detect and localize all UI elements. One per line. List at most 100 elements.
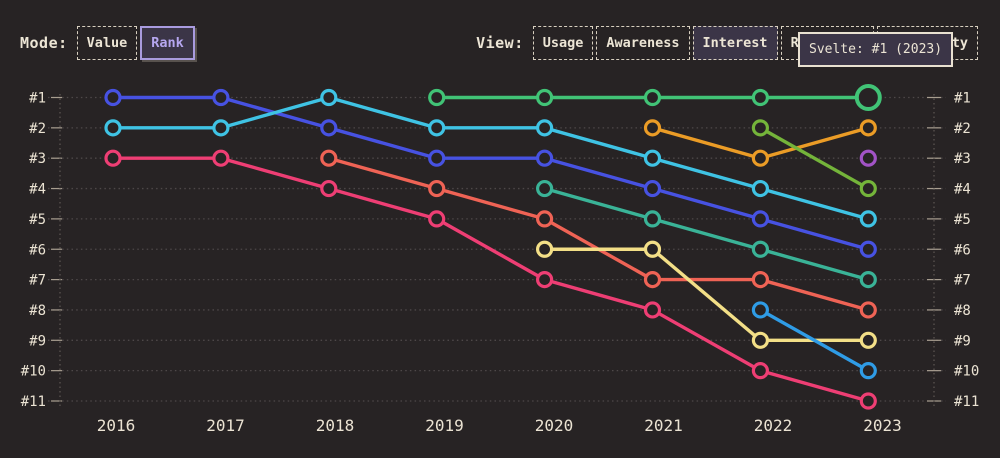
rank-label-right: #6 [954,242,971,258]
point-amber-2022[interactable] [751,149,770,167]
point-salmon-2020[interactable] [535,210,554,228]
rank-label-left: #6 [29,242,46,258]
point-azure-2023[interactable] [859,362,877,380]
year-label: 2022 [754,416,793,435]
point-teal-2020[interactable] [535,179,554,198]
point-pink-2017[interactable] [212,149,230,167]
rank-label-left: #7 [29,273,46,289]
mode-control-group: Mode: Value Rank [20,26,195,60]
year-label: 2021 [644,416,683,435]
point-pink-2016[interactable] [104,149,122,167]
point-amber-2023[interactable] [859,119,877,137]
rank-label-right: #5 [954,212,971,228]
rank-label-left: #2 [29,121,46,137]
point-royal-blue-2020[interactable] [535,149,554,167]
year-label: 2018 [316,416,355,435]
point-cyan-2020[interactable] [535,119,554,137]
view-button-awareness[interactable]: Awareness [596,26,690,60]
rank-label-right: #4 [954,182,971,198]
point-pale-yellow-2021[interactable] [643,240,662,258]
rank-label-right: #8 [954,303,971,319]
point-royal-blue-2019[interactable] [428,149,446,167]
point-pale-yellow-2020[interactable] [535,240,554,258]
mode-button-value[interactable]: Value [76,26,138,60]
rank-label-right: #11 [954,394,979,410]
point-cyan-2019[interactable] [428,119,446,137]
point-salmon-2018[interactable] [320,149,338,167]
point-pink-2021[interactable] [643,301,662,319]
tooltip: Svelte: #1 (2023) [798,32,954,67]
rank-label-right: #10 [954,364,979,380]
point-royal-blue-2021[interactable] [643,179,662,198]
point-pink-2019[interactable] [428,210,446,228]
point-Svelte-2020[interactable] [535,88,554,107]
point-cyan-2016[interactable] [104,119,122,137]
point-pale-yellow-2022[interactable] [751,331,770,349]
point-apple-green-2022[interactable] [751,119,770,137]
series-line-salmon[interactable] [328,156,869,312]
series-line-azure[interactable] [759,308,870,373]
rank-label-left: #10 [21,364,46,380]
year-label: 2020 [535,416,574,435]
rank-label-left: #11 [21,394,46,410]
tooltip-text: Svelte: #1 (2023) [809,42,943,57]
rank-label-left: #9 [29,333,46,349]
point-teal-2021[interactable] [643,210,662,228]
view-button-usage[interactable]: Usage [532,26,594,60]
mode-label: Mode: [20,34,68,52]
point-Svelte-2023-highlighted[interactable] [854,84,882,111]
rank-label-left: #1 [29,91,46,107]
point-Svelte-2021[interactable] [643,88,662,107]
rank-label-left: #3 [29,151,46,167]
point-teal-2023[interactable] [859,271,877,289]
year-label: 2019 [425,416,464,435]
point-violet-2023[interactable] [859,149,877,167]
point-pale-yellow-2023[interactable] [859,331,877,349]
point-salmon-2019[interactable] [428,179,446,198]
point-Svelte-2019[interactable] [428,88,446,107]
point-cyan-2017[interactable] [212,119,230,137]
series-line-apple-green[interactable] [759,126,870,191]
point-salmon-2022[interactable] [751,271,770,289]
series-line-royal-blue[interactable] [113,95,869,251]
point-apple-green-2023[interactable] [859,179,877,198]
rank-label-right: #1 [954,91,971,107]
year-label: 2023 [863,416,902,435]
point-azure-2022[interactable] [751,301,770,319]
rank-label-left: #5 [29,212,46,228]
rank-label-left: #8 [29,303,46,319]
rank-label-right: #2 [954,121,971,137]
point-cyan-2021[interactable] [643,149,662,167]
series-line-teal[interactable] [544,186,869,282]
point-royal-blue-2023[interactable] [859,240,877,258]
point-cyan-2022[interactable] [751,179,770,198]
point-royal-blue-2016[interactable] [104,88,122,107]
rank-label-right: #7 [954,273,971,289]
series-line-pink[interactable] [113,156,869,403]
point-cyan-2023[interactable] [859,210,877,228]
view-label: View: [476,34,524,52]
rank-label-right: #9 [954,333,971,349]
point-cyan-2018[interactable] [320,88,338,107]
point-pink-2018[interactable] [320,179,338,198]
point-pink-2023[interactable] [859,392,877,410]
point-salmon-2023[interactable] [859,301,877,319]
rank-label-left: #4 [29,182,46,198]
point-royal-blue-2018[interactable] [320,119,338,137]
point-amber-2021[interactable] [643,119,662,137]
point-royal-blue-2022[interactable] [751,210,770,228]
point-teal-2022[interactable] [751,240,770,258]
point-Svelte-2022[interactable] [751,88,770,107]
point-pink-2022[interactable] [751,362,770,380]
view-button-interest[interactable]: Interest [692,26,778,60]
point-pink-2020[interactable] [535,271,554,289]
series-line-cyan[interactable] [113,95,869,221]
point-salmon-2021[interactable] [643,271,662,289]
year-label: 2016 [97,416,136,435]
mode-button-rank[interactable]: Rank [140,26,195,60]
year-label: 2017 [206,416,245,435]
point-royal-blue-2017[interactable] [212,88,230,107]
rank-label-right: #3 [954,151,971,167]
